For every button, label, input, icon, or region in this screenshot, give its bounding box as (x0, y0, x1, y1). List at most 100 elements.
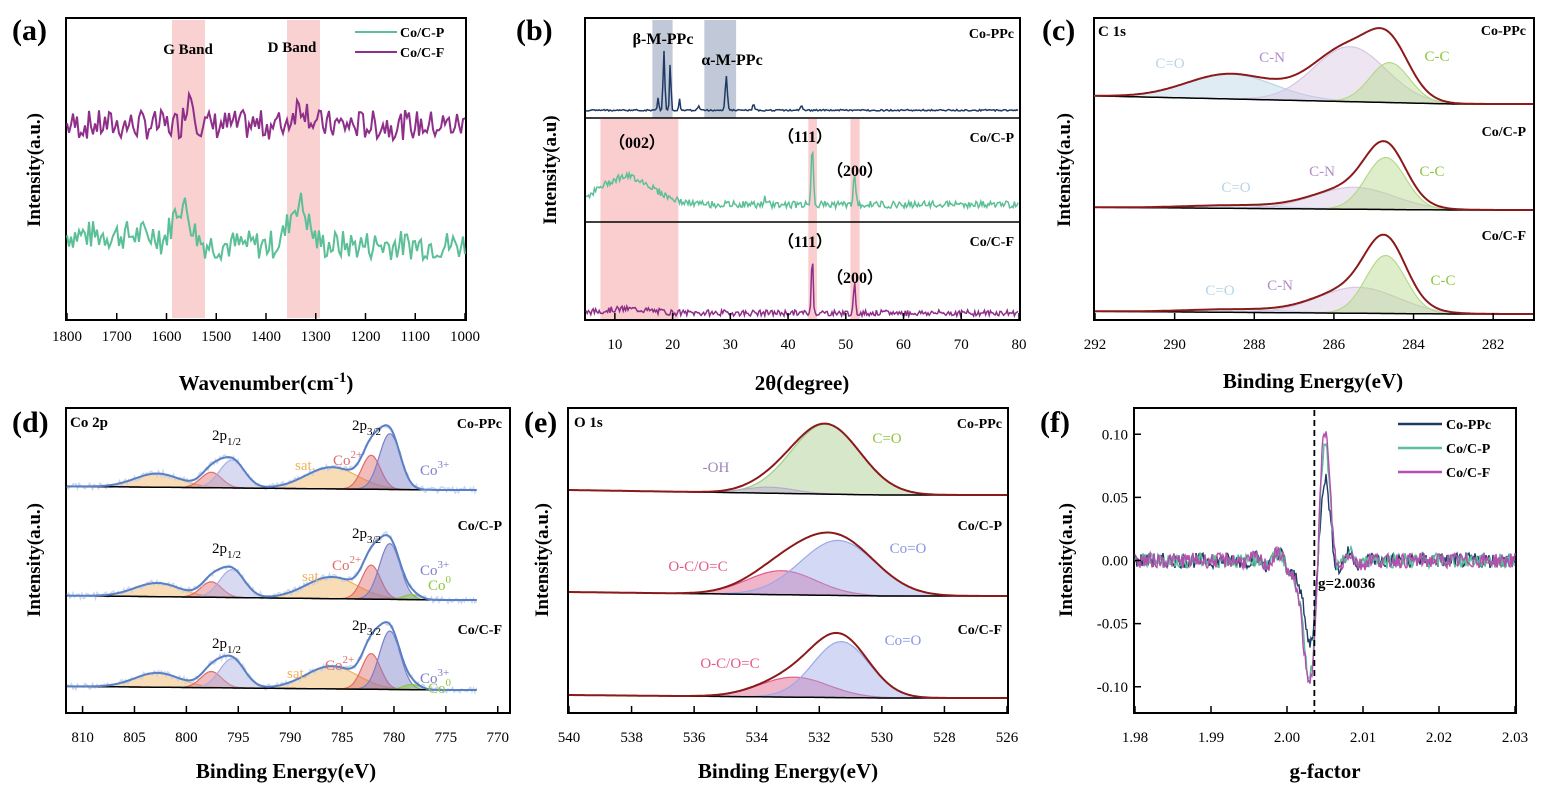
panel-f-label: (f) (1040, 406, 1070, 439)
panel-e-frame (567, 407, 1009, 714)
panel-c-tick-label: 292 (1084, 337, 1107, 353)
co3-label-1-sup: 3+ (438, 559, 450, 571)
co2-label-2: Co2+ (325, 654, 354, 674)
panel-d-title: Co 2p (70, 415, 108, 431)
o-oco-label-2: O-C/O=C (700, 656, 759, 672)
xps-o-co-c-p-envelope (569, 531, 1007, 597)
panel-f-xtick-label: 1.98 (1122, 730, 1148, 746)
panel-c-sample-co-ppc: Co-PPc (1481, 24, 1526, 39)
panel-b-curves (585, 50, 1019, 319)
panel-f-xtick-label: 2.02 (1426, 730, 1452, 746)
p32-label-0-sub: 3/2 (367, 426, 381, 438)
panel-c-ticks: 292 290 288 286 284 282 (1084, 313, 1504, 353)
co2-label-0-sup: 2+ (351, 449, 363, 461)
o-co-label: C=O (872, 431, 901, 447)
panel-e-tick-label: 536 (683, 730, 706, 746)
panel-b-shades (600, 20, 860, 319)
xps-c-co-c-p-envelope (1095, 140, 1533, 211)
c-cn-label-3: C-N (1267, 278, 1293, 294)
co2-label-1: Co2+ (332, 554, 361, 574)
xps-co-co-c-p-baseline (67, 594, 477, 601)
panel-b-tick-label: 40 (781, 337, 796, 353)
panel-f-frame (1133, 407, 1517, 714)
co2-label-1-sup: 2+ (350, 554, 362, 566)
peak-111-label-p: （111） (778, 128, 832, 146)
p32-label-1-sub: 3/2 (367, 534, 381, 546)
alpha-m-ppc-label: α-M-PPc (701, 52, 762, 69)
panel-e-title: O 1s (574, 415, 603, 431)
panel-f-xtick-label: 2.00 (1274, 730, 1300, 746)
panel-f-ytick-label: 0.10 (1102, 427, 1128, 443)
p12-label-1-main: 2p (212, 541, 227, 557)
panel-e-sample-co-ppc: Co-PPc (957, 417, 1002, 432)
p12-label-0-main: 2p (212, 428, 227, 444)
p32-label-2-sub: 3/2 (367, 626, 381, 638)
panel-e-tick-label: 532 (808, 730, 831, 746)
panel-a-tick-label: 1100 (401, 329, 430, 345)
p12-label-2-sub: 1/2 (227, 644, 241, 656)
co3-label-1-main: Co (420, 563, 438, 579)
epr-line-2 (1134, 431, 1516, 684)
panel-d-sample-co-c-f: Co/C-F (458, 623, 502, 638)
co2-label-0-main: Co (333, 453, 351, 469)
panel-c-tick-label: 286 (1323, 337, 1346, 353)
p12-label-1: 2p1/2 (212, 541, 241, 561)
panel-a: (a) G Band D Band Co/C-P Co/C-F 1800 1700… (12, 14, 480, 395)
legend-f-co-c-p: Co/C-P (1446, 442, 1491, 457)
panel-c-title: C 1s (1098, 24, 1126, 40)
xrd-line-co-c-p (585, 150, 1019, 211)
panel-a-tick-label: 1700 (102, 329, 132, 345)
sat-label-2-main: sat. (287, 666, 307, 682)
raman-line-co-c-p (66, 192, 466, 263)
panel-e-tick-label: 530 (871, 730, 894, 746)
legend-co-c-p: Co/C-P (400, 26, 445, 41)
panel-b-label: (b) (516, 14, 553, 47)
co3-label-0-sup: 3+ (438, 459, 450, 471)
g-value-label: g=2.0036 (1318, 576, 1376, 592)
panel-f-ylabel: Intensity(a.u.) (1056, 503, 1077, 617)
o-oco-label-1: O-C/O=C (668, 559, 727, 575)
panel-c-sample-co-c-p: Co/C-P (1482, 125, 1527, 140)
g-band-shade (172, 20, 205, 318)
panel-b-sample-co-c-p: Co/C-P (970, 131, 1015, 146)
panel-e-tick-label: 526 (996, 730, 1019, 746)
p12-label-0-sub: 1/2 (227, 436, 241, 448)
peak-111-label-f: （111） (778, 233, 832, 251)
panel-b-tick-label: 60 (896, 337, 911, 353)
panel-b-xlabel: 2θ(degree) (755, 371, 850, 395)
peak-002-shade (600, 119, 679, 319)
panel-a-label: (a) (12, 14, 47, 47)
co0-label-1: Co0 (428, 574, 452, 594)
panel-a-tick-label: 1500 (201, 329, 231, 345)
panel-b-tick-label: 50 (838, 337, 853, 353)
p32-label-1: 2p3/2 (352, 526, 381, 546)
c-co-label-2: C=O (1221, 180, 1250, 196)
panel-f: (f) g=2.0036 Co-PPc Co/C-P Co/C-F 1.98 1.… (1040, 406, 1528, 783)
panel-e-ticks: 540 538 536 534 532 530 528 526 (558, 706, 1019, 746)
legend-f-co-c-f: Co/C-F (1446, 466, 1490, 481)
co0-label-2: Co0 (428, 677, 452, 697)
sat-label-2: sat. (287, 666, 307, 682)
panel-d-tick-label: 805 (123, 730, 146, 746)
panel-a-xlabel-tail: ) (346, 371, 353, 395)
panel-f-xtick-label: 1.99 (1198, 730, 1224, 746)
panel-d-xlabel: Binding Energy(eV) (196, 759, 376, 783)
panel-c-tick-label: 290 (1163, 337, 1186, 353)
g-band-label: G Band (163, 42, 213, 58)
xps-co-co-ppc-baseline (67, 485, 477, 491)
p32-label-1-main: 2p (352, 526, 367, 542)
panel-d-tick-label: 770 (487, 730, 510, 746)
panel-f-ytick-label: -0.10 (1097, 680, 1128, 696)
sat-label-0-main: sat. (295, 458, 315, 474)
panel-c-ylabel: Intensity(a.u.) (1054, 113, 1075, 227)
xps-o-co-ppc-envelope (569, 422, 1007, 496)
panel-d: (d) Co 2p Co-PPc Co/C-P Co/C-F 2p1/22p3/… (12, 406, 511, 783)
panel-c-tick-label: 288 (1243, 337, 1266, 353)
panel-d-ticks: 810 805 800 795 790 785 780 775 770 (71, 706, 509, 746)
panel-a-tick-label: 1200 (351, 329, 381, 345)
panel-e-label: (e) (524, 406, 557, 439)
p12-label-1-sub: 1/2 (227, 549, 241, 561)
xps-o-co-ppc-component (569, 423, 1007, 496)
co3-label-2-sup: 3+ (438, 667, 450, 679)
xps-o-co-c-f-component (569, 641, 1007, 699)
